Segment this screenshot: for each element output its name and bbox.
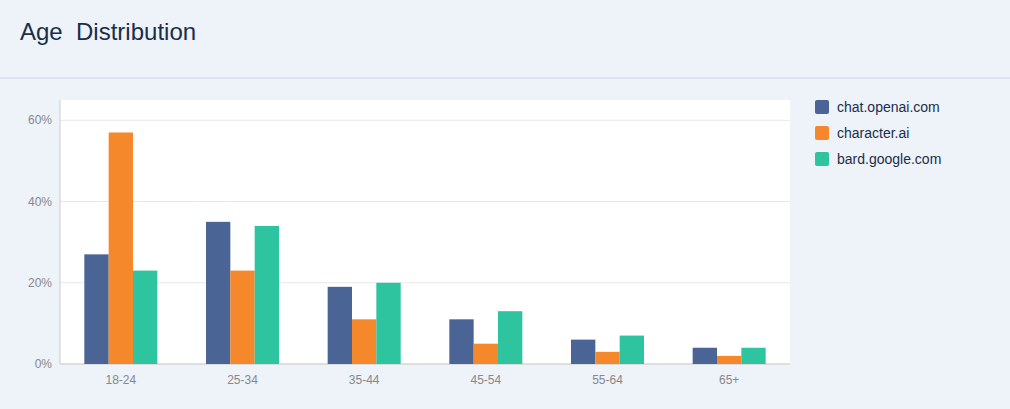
- bar: [498, 311, 522, 364]
- grid-line: [60, 364, 790, 365]
- y-axis-line: [60, 100, 61, 364]
- x-tick-label: 25-34: [227, 373, 258, 387]
- bar: [376, 283, 400, 364]
- grid-line: [60, 201, 790, 202]
- bars: [84, 132, 765, 364]
- legend-label: character.ai: [837, 125, 909, 141]
- bar: [255, 226, 279, 364]
- legend-swatch: [815, 126, 829, 140]
- bar: [133, 271, 157, 364]
- background: [0, 0, 1010, 409]
- y-tick-label: 20%: [28, 276, 52, 290]
- bar: [693, 348, 717, 364]
- bar: [328, 287, 352, 364]
- x-tick-label: 35-44: [349, 373, 380, 387]
- separator: [0, 78, 1010, 79]
- bar: [571, 340, 595, 364]
- bar: [84, 254, 108, 364]
- bar: [717, 356, 741, 364]
- bar: [595, 352, 619, 364]
- legend-label: chat.openai.com: [837, 99, 940, 115]
- bar: [206, 222, 230, 364]
- title: Age Distribution: [20, 18, 196, 45]
- bar: [741, 348, 765, 364]
- bar: [109, 132, 133, 364]
- x-tick-label: 45-54: [470, 373, 501, 387]
- legend: chat.openai.com character.ai bard.google.c…: [815, 99, 941, 167]
- legend-label: bard.google.com: [837, 151, 941, 167]
- y-tick-label: 40%: [28, 195, 52, 209]
- y-tick-label: 60%: [28, 113, 52, 127]
- grid-line: [60, 120, 790, 121]
- y-tick-label: 0%: [35, 357, 53, 371]
- chart-container: Age Distribution 0% 20% 40% 60% 18-24 25-34 35-…: [0, 0, 1010, 409]
- x-tick-label: 55-64: [592, 373, 623, 387]
- bar: [230, 271, 254, 364]
- bar: [620, 336, 644, 364]
- x-tick-label: 65+: [719, 373, 739, 387]
- bar: [352, 319, 376, 364]
- legend-swatch: [815, 100, 829, 114]
- x-tick-label: 18-24: [105, 373, 136, 387]
- bar: [474, 344, 498, 364]
- legend-swatch: [815, 152, 829, 166]
- chart: Age Distribution 0% 20% 40% 60% 18-24 25-34 35-…: [0, 0, 1010, 409]
- grid-line: [60, 282, 790, 283]
- bar: [449, 319, 473, 364]
- x-axis-line: [60, 364, 790, 365]
- plot-area: [60, 100, 790, 364]
